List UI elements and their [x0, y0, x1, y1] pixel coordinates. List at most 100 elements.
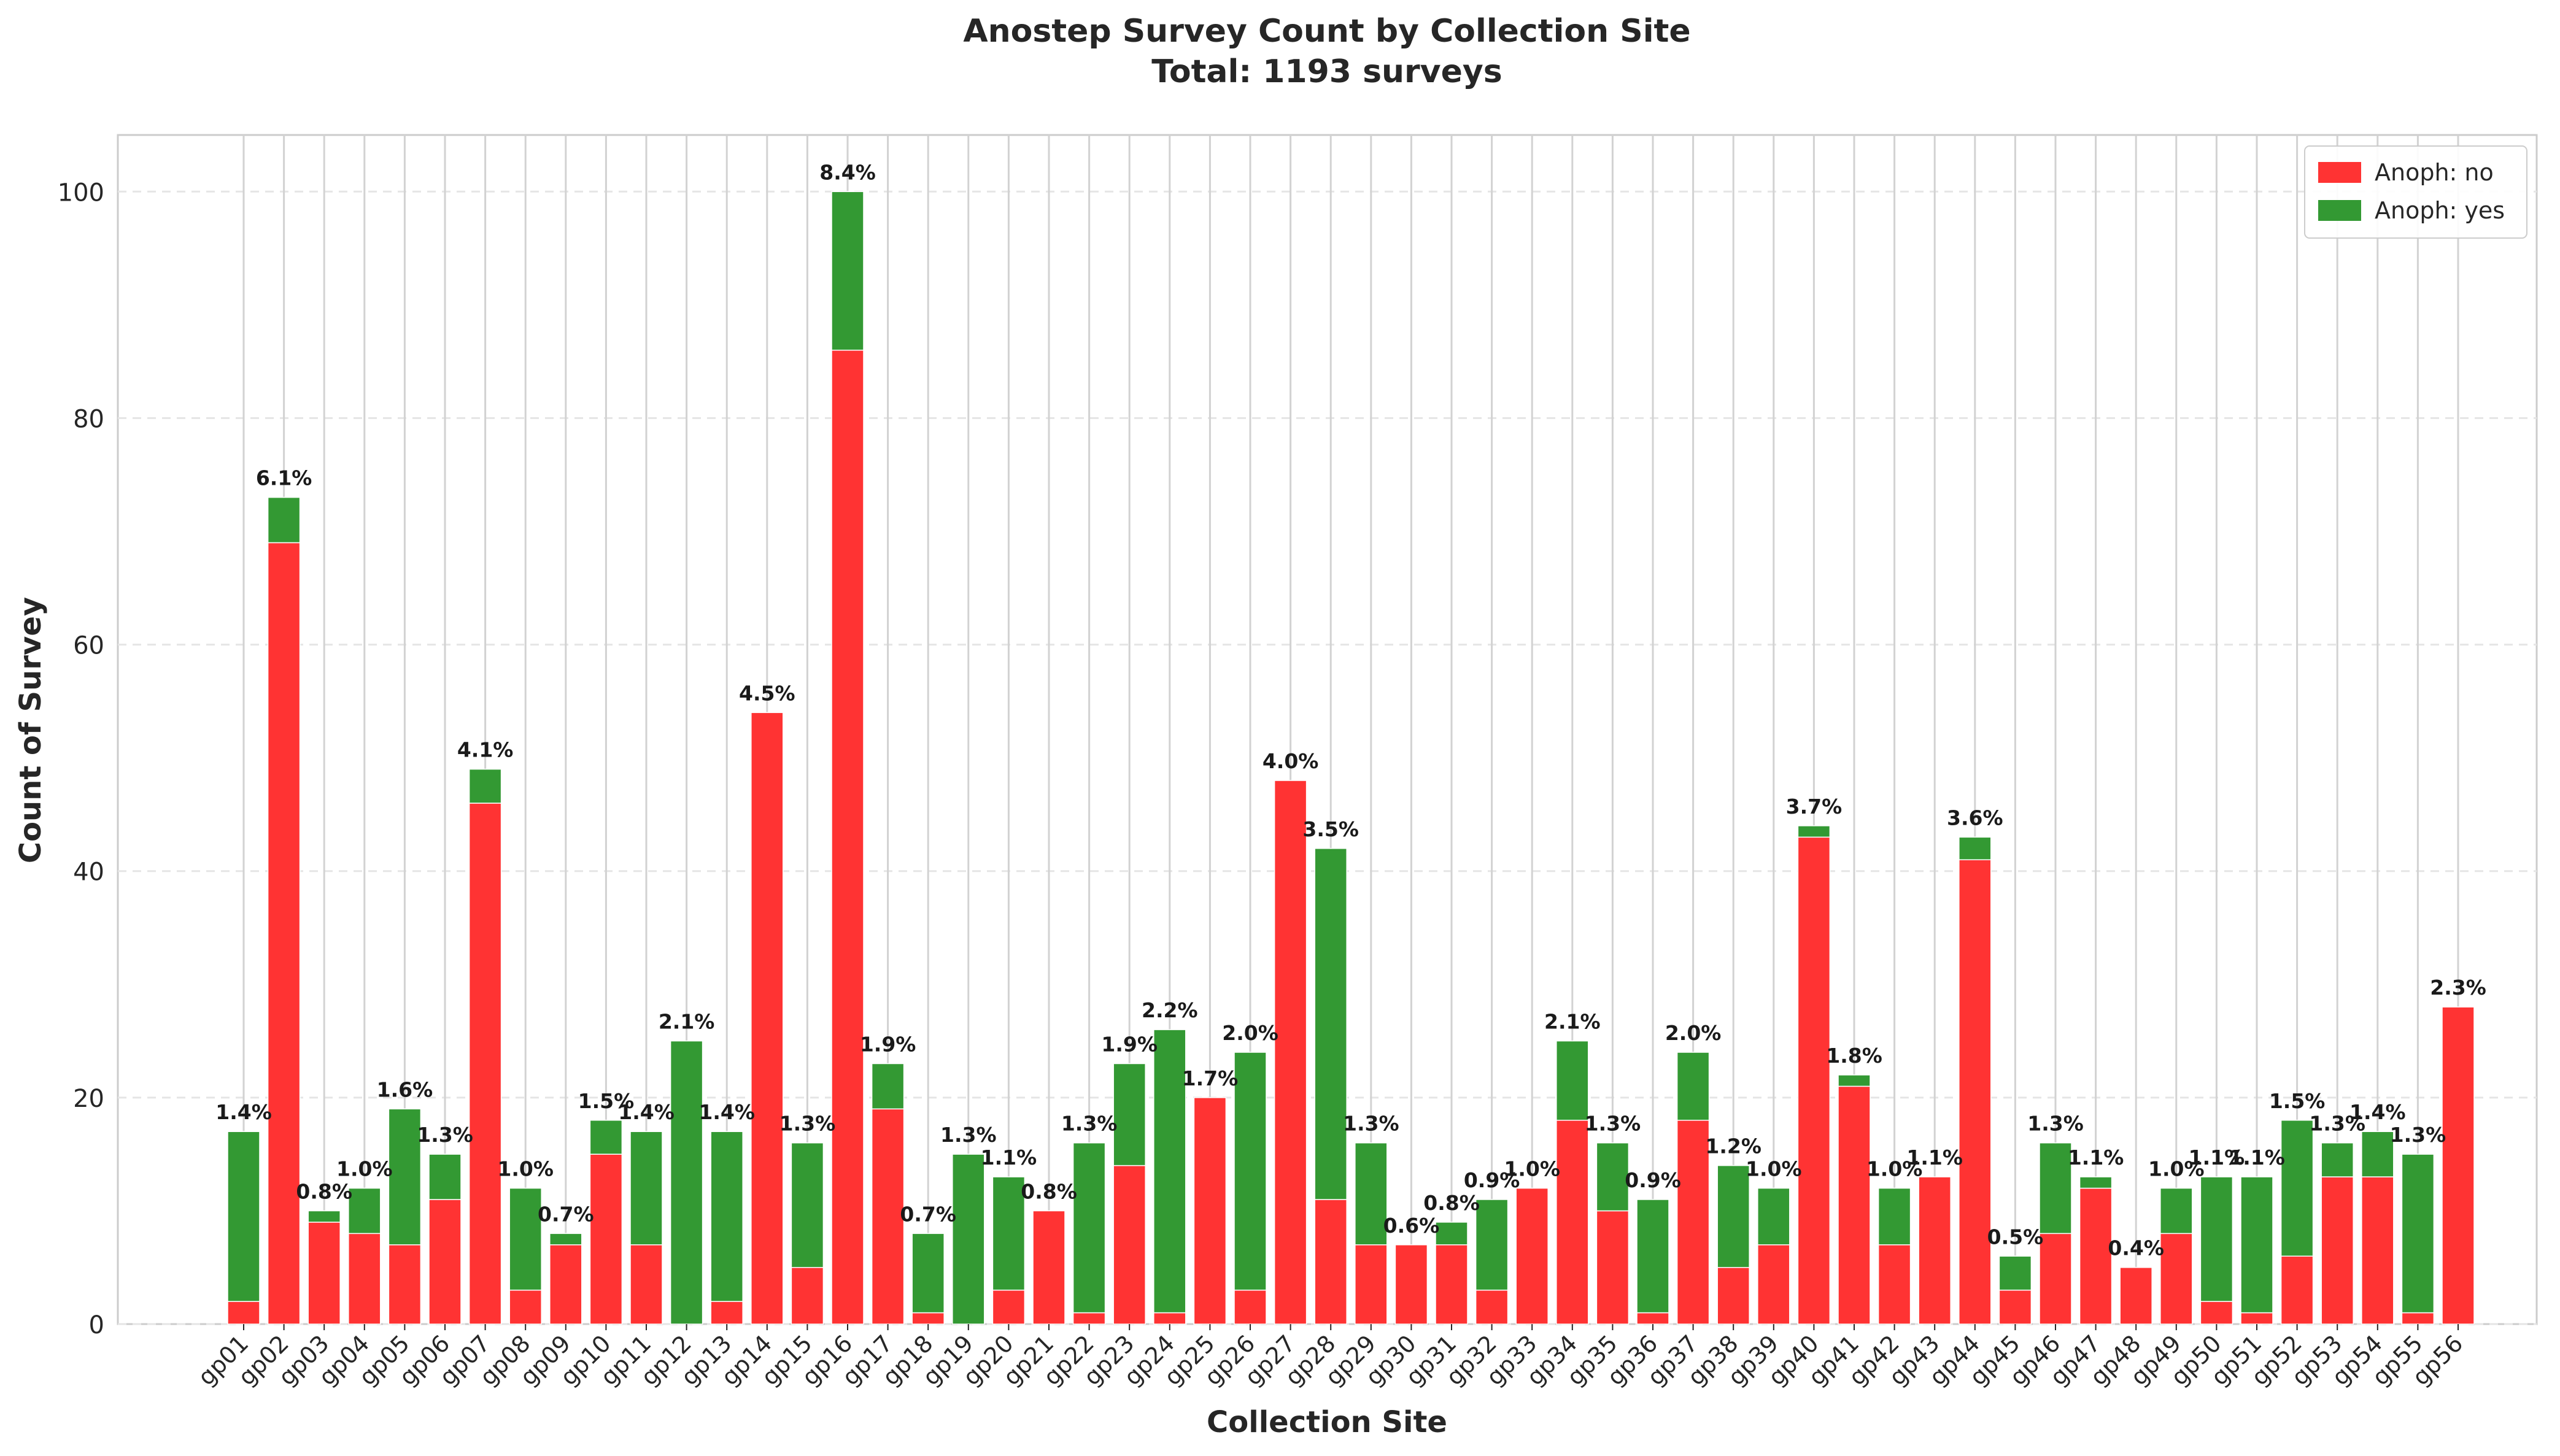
bar-anoph-no [1515, 1187, 1549, 1325]
data-label: 1.3% [779, 1112, 836, 1136]
bar-anoph-yes [1556, 1040, 1589, 1121]
bar-anoph-yes [1797, 825, 1831, 838]
data-label: 0.4% [2108, 1236, 2164, 1260]
bar-anoph-yes [388, 1108, 422, 1246]
y-tick-label: 0 [89, 1311, 104, 1339]
x-axis-label: Collection Site [1207, 1405, 1447, 1439]
bar-anoph-no [2280, 1255, 2314, 1325]
bar-anoph-no [2321, 1176, 2354, 1325]
bar-anoph-yes [2321, 1142, 2354, 1177]
data-label: 1.4% [2349, 1100, 2406, 1124]
legend-swatch [2318, 162, 2361, 183]
bar-anoph-no [1072, 1312, 1106, 1325]
bar-anoph-no [1676, 1120, 1710, 1325]
bar-anoph-no [1032, 1210, 1065, 1325]
data-label: 1.3% [2309, 1112, 2365, 1136]
data-label: 1.5% [578, 1089, 635, 1113]
bar-anoph-yes [2160, 1187, 2193, 1235]
data-label: 1.1% [981, 1146, 1037, 1169]
bar-anoph-no [1274, 780, 1307, 1325]
bar-anoph-no [307, 1222, 341, 1325]
bar-anoph-yes [1234, 1052, 1267, 1291]
data-label: 1.0% [2148, 1157, 2205, 1181]
bar-anoph-yes [1435, 1222, 1468, 1246]
bar-anoph-yes [630, 1131, 663, 1246]
data-label: 1.3% [417, 1123, 473, 1147]
data-label: 1.0% [497, 1157, 554, 1181]
bar-anoph-no [589, 1154, 623, 1325]
bar-anoph-yes [348, 1187, 381, 1235]
bar-anoph-yes [1475, 1199, 1509, 1291]
data-label: 1.4% [618, 1100, 675, 1124]
bar-anoph-yes [1596, 1142, 1630, 1212]
data-label: 1.9% [860, 1032, 916, 1056]
bar-anoph-yes [911, 1233, 945, 1314]
bar-anoph-yes [992, 1176, 1026, 1291]
bar-anoph-no [2200, 1301, 2233, 1325]
legend-swatch [2318, 200, 2361, 221]
bar-anoph-yes [1877, 1187, 1911, 1246]
chart-title: Anostep Survey Count by Collection Site [963, 13, 1690, 50]
data-label: 0.9% [1625, 1168, 1681, 1192]
bar-anoph-no [1394, 1244, 1428, 1325]
bar-anoph-no [1998, 1289, 2032, 1325]
bar-anoph-yes [1676, 1052, 1710, 1121]
bar-anoph-yes [2079, 1176, 2113, 1189]
data-label: 0.8% [1423, 1191, 1480, 1215]
data-label: 4.5% [739, 681, 795, 705]
bar-anoph-no [1877, 1244, 1911, 1325]
data-label: 2.1% [1544, 1010, 1601, 1034]
bar-anoph-yes [1959, 836, 1992, 861]
bar-anoph-yes [2401, 1154, 2435, 1314]
bar-anoph-yes [831, 191, 864, 351]
data-label: 0.9% [1464, 1168, 1520, 1192]
plot-area: 0204060801001.4%6.1%0.8%1.0%1.6%1.3%4.1%… [58, 134, 2538, 1391]
data-label: 0.7% [538, 1202, 594, 1226]
bar-anoph-yes [1757, 1187, 1790, 1246]
bar-anoph-no [1475, 1289, 1509, 1325]
data-label: 1.3% [1343, 1112, 1399, 1136]
data-label: 1.7% [1182, 1066, 1239, 1090]
data-label: 2.0% [1222, 1021, 1278, 1045]
y-tick-label: 20 [73, 1085, 104, 1113]
data-label: 1.0% [336, 1157, 393, 1181]
data-label: 1.1% [1906, 1146, 1963, 1169]
bar-anoph-yes [1355, 1142, 1388, 1246]
bar-anoph-no [751, 712, 784, 1325]
bar-anoph-yes [589, 1120, 623, 1155]
data-label: 1.3% [940, 1123, 997, 1147]
bar-anoph-no [1556, 1120, 1589, 1325]
bar-anoph-no [227, 1301, 260, 1325]
bar-anoph-no [2079, 1187, 2113, 1325]
y-tick-label: 60 [73, 632, 104, 660]
bar-anoph-no [388, 1244, 422, 1325]
bar-anoph-no [1314, 1199, 1347, 1325]
data-label: 1.5% [2269, 1089, 2326, 1113]
bar-anoph-yes [267, 496, 301, 544]
bar-anoph-yes [2039, 1142, 2072, 1235]
data-label: 3.7% [1786, 795, 1843, 819]
bar-anoph-yes [428, 1154, 462, 1200]
data-label: 0.8% [1021, 1179, 1077, 1203]
chart-subtitle: Total: 1193 surveys [1151, 53, 1502, 90]
bar-anoph-no [267, 542, 301, 1325]
bar-anoph-yes [1153, 1029, 1186, 1314]
bar-anoph-no [791, 1266, 824, 1325]
bar-anoph-yes [549, 1233, 582, 1246]
bar-anoph-no [1113, 1165, 1146, 1325]
bar-anoph-no [1717, 1266, 1750, 1325]
bar-anoph-yes [1998, 1255, 2032, 1291]
bar-anoph-yes [791, 1142, 824, 1268]
bar-anoph-yes [952, 1154, 985, 1325]
data-label: 1.9% [1101, 1032, 1158, 1056]
data-label: 4.1% [457, 738, 514, 762]
bar-anoph-yes [2361, 1131, 2394, 1177]
bar-anoph-yes [509, 1187, 542, 1291]
bar-anoph-no [2361, 1176, 2394, 1325]
legend-label: Anoph: no [2375, 159, 2494, 186]
bar-anoph-yes [710, 1131, 743, 1302]
bar-anoph-no [1838, 1085, 1871, 1325]
bar-anoph-no [549, 1244, 582, 1325]
bar-anoph-yes [468, 768, 502, 804]
